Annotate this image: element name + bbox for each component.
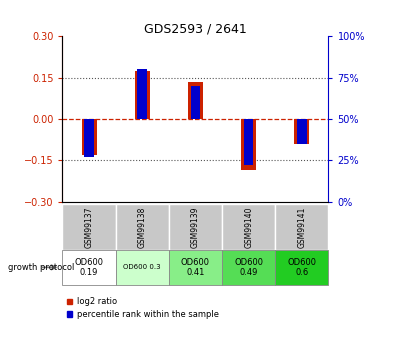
Text: OD600 0.3: OD600 0.3 (123, 264, 161, 270)
Text: OD600
0.49: OD600 0.49 (234, 258, 263, 277)
Text: OD600
0.19: OD600 0.19 (75, 258, 104, 277)
Text: GSM99140: GSM99140 (244, 206, 253, 248)
Legend: log2 ratio, percentile rank within the sample: log2 ratio, percentile rank within the s… (66, 297, 219, 319)
Bar (116, 204, 169, 250)
Bar (191, 86, 200, 119)
Text: GSM99139: GSM99139 (191, 206, 200, 248)
Bar (137, 69, 147, 119)
Text: OD600
0.6: OD600 0.6 (287, 258, 316, 277)
Bar (169, 250, 222, 285)
Bar (275, 250, 328, 285)
Bar (62, 250, 116, 285)
Bar (169, 204, 222, 250)
Text: GSM99137: GSM99137 (85, 206, 93, 248)
Bar (188, 82, 203, 119)
Bar (275, 204, 328, 250)
Bar (116, 250, 169, 285)
Bar (62, 204, 116, 250)
Text: GSM99141: GSM99141 (297, 206, 306, 247)
Bar (135, 71, 150, 119)
Bar (82, 119, 96, 155)
Text: growth protocol: growth protocol (8, 263, 75, 272)
Bar (295, 119, 309, 144)
Bar (84, 119, 94, 157)
Bar (222, 204, 275, 250)
Bar (241, 119, 256, 170)
Text: GSM99138: GSM99138 (138, 206, 147, 247)
Title: GDS2593 / 2641: GDS2593 / 2641 (144, 22, 247, 35)
Text: OD600
0.41: OD600 0.41 (181, 258, 210, 277)
Bar (244, 119, 253, 165)
Bar (297, 119, 307, 144)
Bar (222, 250, 275, 285)
